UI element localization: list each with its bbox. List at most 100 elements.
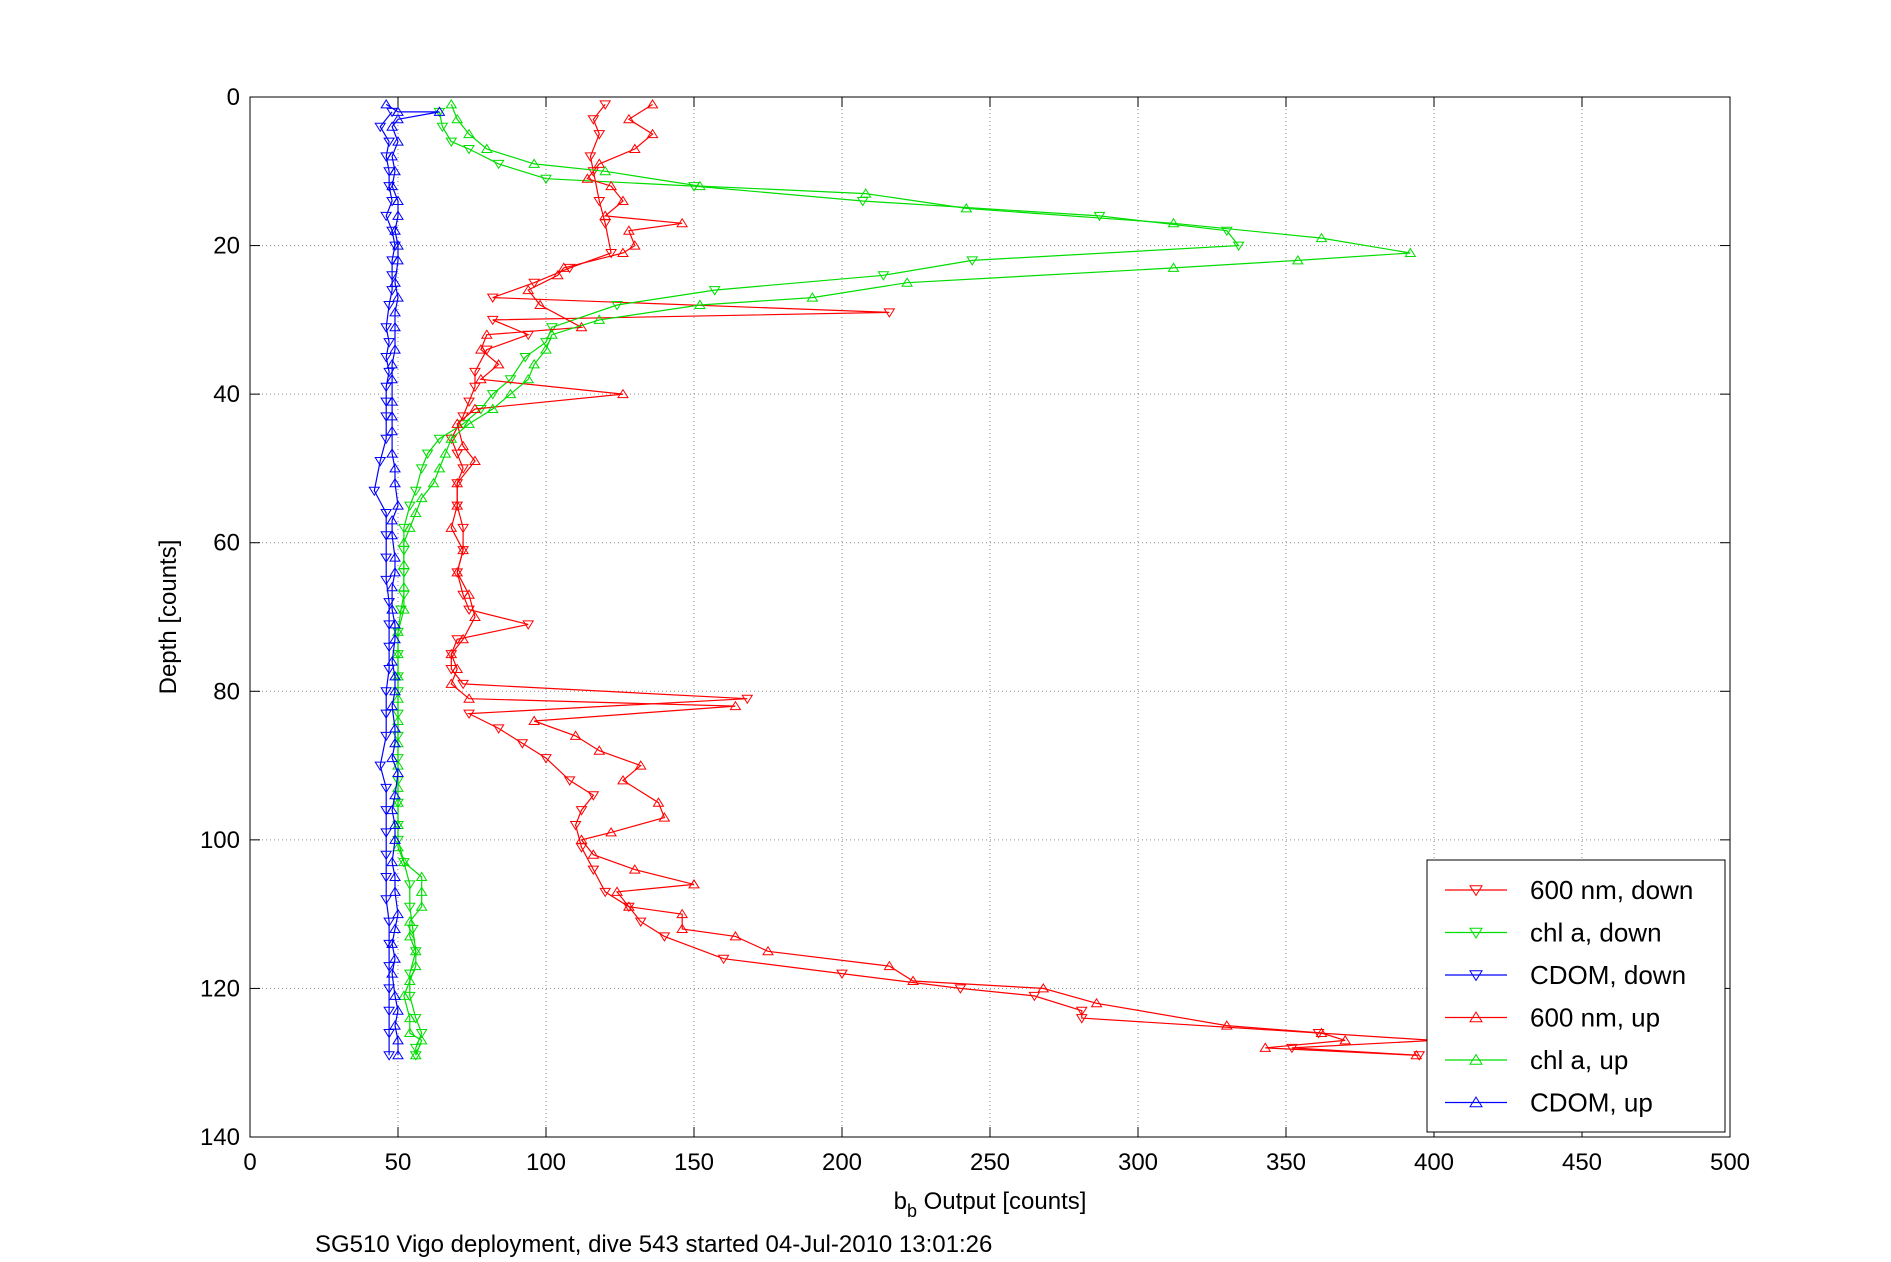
data-point (392, 254, 404, 265)
data-point (421, 449, 434, 460)
data-point (599, 100, 612, 110)
series-line (450, 104, 1435, 1056)
data-point (676, 908, 689, 919)
data-point (392, 136, 404, 146)
data-point (380, 98, 393, 109)
data-point (386, 180, 398, 191)
data-point (386, 514, 398, 525)
data-point (445, 648, 458, 659)
data-point (451, 566, 464, 577)
data-point (392, 106, 404, 116)
data-point (380, 575, 393, 586)
data-point (859, 188, 872, 198)
x-tick-label: 350 (1266, 1149, 1306, 1176)
data-point (883, 308, 896, 318)
series-line (385, 103, 440, 1056)
data-point (575, 834, 588, 844)
data-point (463, 605, 475, 616)
data-point (389, 321, 401, 332)
data-point (386, 358, 398, 369)
data-point (380, 731, 393, 742)
y-tick-label: 140 (200, 1124, 240, 1151)
data-point (392, 195, 404, 205)
data-point (403, 501, 416, 512)
data-point (688, 878, 700, 889)
data-point (389, 618, 401, 629)
data-point (389, 344, 401, 354)
data-point (540, 344, 552, 354)
data-point (528, 358, 541, 369)
data-point (457, 679, 470, 690)
data-point (380, 509, 393, 519)
data-point (389, 819, 401, 829)
data-point (628, 143, 641, 153)
data-point (540, 174, 552, 185)
data-point (389, 670, 401, 681)
legend-swatch-marker (1469, 970, 1483, 982)
data-point (392, 693, 404, 703)
data-point (389, 953, 401, 963)
data-point (392, 797, 404, 807)
data-point (445, 137, 458, 148)
data-point (389, 552, 401, 562)
data-point (389, 277, 401, 287)
data-point (528, 715, 541, 725)
data-point (445, 433, 458, 443)
data-point (546, 329, 558, 339)
series-line (397, 104, 1411, 1056)
data-point (617, 247, 629, 257)
data-point (383, 301, 396, 311)
data-point (587, 115, 600, 125)
legend-label: CDOM, down (1530, 960, 1686, 990)
data-point (398, 856, 410, 867)
data-point (522, 284, 535, 295)
series-chl-a-up (392, 98, 1417, 1060)
data-point (398, 990, 410, 1000)
data-point (398, 604, 410, 614)
data-point (569, 730, 582, 740)
data-point (599, 887, 612, 898)
data-point (386, 968, 398, 978)
data-point (392, 500, 404, 510)
data-point (628, 864, 641, 874)
data-point (1220, 1020, 1233, 1030)
data-point (383, 1006, 396, 1017)
data-point (380, 553, 393, 564)
data-point (436, 122, 449, 133)
data-point (469, 403, 481, 413)
y-tick-label: 100 (200, 827, 240, 854)
series-line (450, 103, 1417, 1056)
data-point (622, 901, 635, 911)
legend-item: 600 nm, down (1445, 875, 1693, 905)
data-point (433, 462, 446, 473)
data-point (676, 217, 689, 228)
data-point (392, 1034, 404, 1045)
data-point (386, 271, 398, 281)
data-point (409, 486, 422, 497)
data-point (386, 121, 398, 131)
data-point (469, 382, 481, 393)
data-point (1404, 247, 1417, 257)
data-point (504, 388, 517, 399)
data-point (409, 1051, 422, 1061)
legend-label: 600 nm, up (1530, 1003, 1660, 1033)
legend-swatch-marker (1469, 885, 1483, 897)
data-point (469, 455, 481, 465)
x-tick-label: 500 (1710, 1149, 1750, 1176)
data-point (563, 776, 576, 786)
data-point (389, 789, 401, 800)
data-point (457, 440, 470, 451)
data-point (389, 462, 401, 473)
data-point (605, 180, 618, 191)
data-point (486, 403, 499, 413)
data-point (658, 812, 671, 822)
data-point (386, 604, 398, 614)
data-point (551, 269, 564, 280)
data-point (451, 568, 464, 578)
data-point (386, 938, 398, 948)
legend-box (1426, 859, 1726, 1133)
data-point (717, 954, 730, 965)
data-point (389, 990, 401, 1000)
data-point (383, 182, 396, 192)
